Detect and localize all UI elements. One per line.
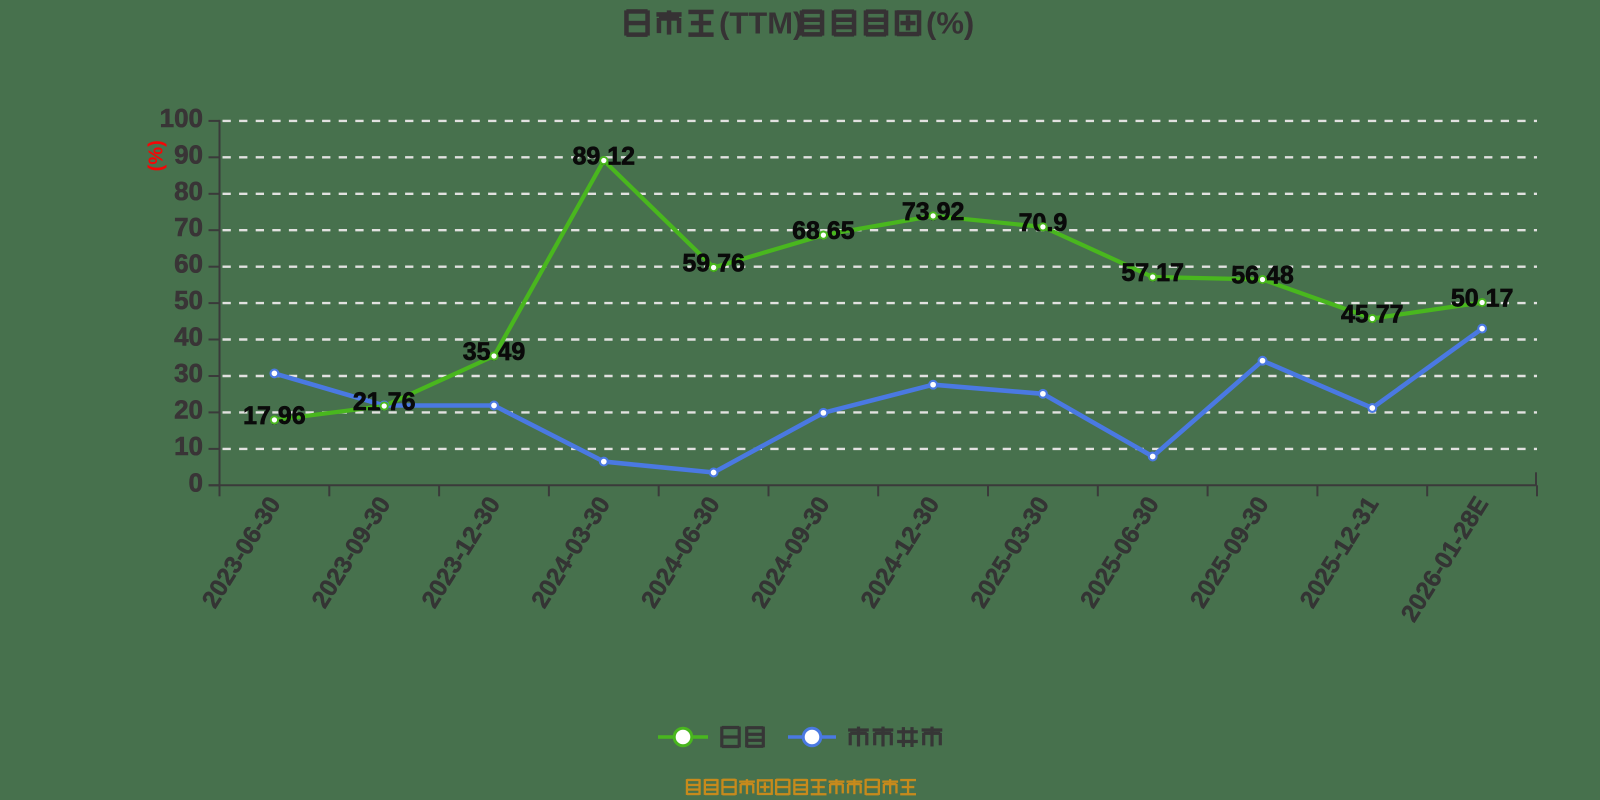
svg-text:57.17: 57.17 [1121, 259, 1184, 287]
svg-text:100: 100 [160, 103, 203, 133]
svg-text:(TTM): (TTM) [719, 6, 803, 41]
svg-text:45.77: 45.77 [1341, 301, 1404, 329]
svg-text:50: 50 [174, 285, 203, 315]
svg-text:20: 20 [174, 394, 203, 424]
svg-text:0: 0 [189, 467, 203, 497]
svg-text:30: 30 [174, 358, 203, 388]
svg-text:(%): (%) [926, 6, 974, 41]
svg-text:40: 40 [174, 322, 203, 352]
svg-text:17.96: 17.96 [243, 402, 306, 430]
svg-text:(%): (%) [145, 140, 167, 171]
svg-text:10: 10 [174, 431, 203, 461]
svg-text:60: 60 [174, 249, 203, 279]
svg-text:90: 90 [174, 139, 203, 169]
svg-text:68.65: 68.65 [792, 217, 855, 245]
svg-text:80: 80 [174, 176, 203, 206]
svg-text:70: 70 [174, 212, 203, 242]
